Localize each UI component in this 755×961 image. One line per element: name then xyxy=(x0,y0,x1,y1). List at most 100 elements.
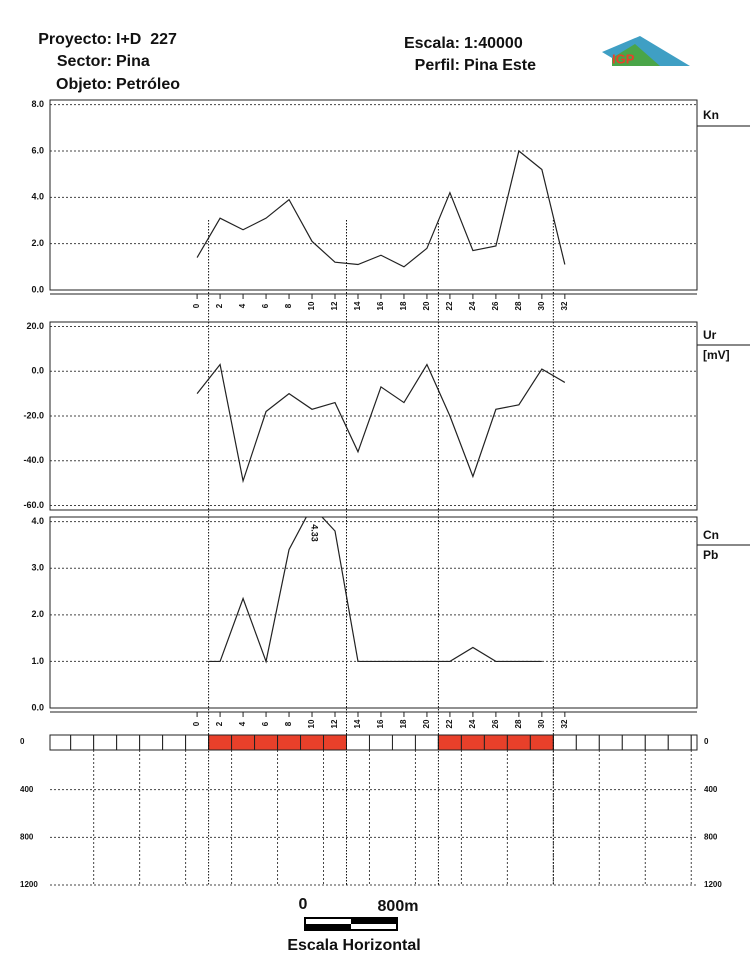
x-tick-label: 24 xyxy=(468,719,477,728)
plot-frame xyxy=(49,321,698,511)
x-tick-label: 16 xyxy=(376,301,385,310)
logo-text: IGP xyxy=(612,51,635,66)
label: Objeto: xyxy=(56,76,112,93)
x-tick-label: 6 xyxy=(261,303,270,308)
anomaly-cell xyxy=(529,734,554,751)
depth-label: 400 xyxy=(704,785,718,794)
y-tick-label: -40.0 xyxy=(23,455,44,465)
anomaly-cell xyxy=(483,734,508,751)
x-tick-label: 18 xyxy=(399,301,408,310)
label: Proyecto: xyxy=(38,31,112,48)
x-tick-label: 30 xyxy=(537,719,546,728)
strip-cell xyxy=(690,734,698,751)
strip-cell xyxy=(139,734,164,751)
value: 1:40000 xyxy=(464,35,523,52)
strip-cell xyxy=(185,734,210,751)
strip-cell xyxy=(575,734,600,751)
scale-end: 800m xyxy=(378,898,419,915)
strip-cell xyxy=(667,734,692,751)
series-label: Ur xyxy=(703,328,717,342)
y-tick-label: 2.0 xyxy=(31,609,44,619)
scale-start: 0 xyxy=(299,896,308,913)
strip-cell xyxy=(116,734,141,751)
strip-cell xyxy=(552,734,577,751)
x-tick-label: 10 xyxy=(307,719,316,728)
y-tick-label: 4.0 xyxy=(31,516,44,526)
x-tick-label: 26 xyxy=(491,719,500,728)
plot-frame xyxy=(49,99,698,291)
y-tick-label: -60.0 xyxy=(23,500,44,510)
series-label: Cn xyxy=(703,528,719,542)
y-tick-label: 2.0 xyxy=(31,238,44,248)
strip-cell xyxy=(345,734,370,751)
x-tick-label: 14 xyxy=(353,301,362,310)
y-tick-label: 0.0 xyxy=(31,366,44,376)
depth-label: 800 xyxy=(704,832,718,841)
anomaly-cell xyxy=(231,734,256,751)
depth-label: 0 xyxy=(704,737,709,746)
strip-cell xyxy=(414,734,439,751)
anomaly-cell xyxy=(506,734,531,751)
label: Sector: xyxy=(57,53,112,70)
x-tick-label: 28 xyxy=(514,301,523,310)
y-tick-label: 20.0 xyxy=(26,321,44,331)
label: Escala: xyxy=(404,35,460,52)
y-tick-label: 8.0 xyxy=(31,99,44,109)
x-tick-label: 26 xyxy=(491,301,500,310)
x-tick-label: 22 xyxy=(445,301,454,310)
depth-label: 400 xyxy=(20,785,34,794)
x-tick-label: 4 xyxy=(238,303,247,308)
y-tick-label: 6.0 xyxy=(31,145,44,155)
x-tick-label: 8 xyxy=(284,303,293,308)
anomaly-cell xyxy=(300,734,325,751)
x-tick-label: 32 xyxy=(560,301,569,310)
plot-frame xyxy=(49,516,698,709)
depth-label: 1200 xyxy=(704,880,722,889)
depth-label: 1200 xyxy=(20,880,38,889)
anomaly-cell xyxy=(437,734,462,751)
y-tick-label: -20.0 xyxy=(23,410,44,420)
data-line xyxy=(208,517,542,664)
y-tick-label: 0.0 xyxy=(31,702,44,712)
unit-label: [mV] xyxy=(703,348,730,362)
x-tick-label: 30 xyxy=(537,301,546,310)
logo: IGP xyxy=(602,36,690,66)
series-label: Kn xyxy=(703,108,719,122)
strip-cell xyxy=(391,734,416,751)
x-tick-label: 24 xyxy=(468,301,477,310)
y-tick-label: 1.0 xyxy=(31,656,44,666)
anomaly-cell xyxy=(277,734,302,751)
depth-label: 0 xyxy=(20,737,25,746)
x-tick-label: 0 xyxy=(192,721,201,726)
strip-cell xyxy=(49,734,72,751)
strip-cell xyxy=(93,734,118,751)
anomaly-cell xyxy=(460,734,485,751)
anomaly-cell xyxy=(323,734,347,751)
x-tick-label: 4 xyxy=(238,721,247,726)
value: Petróleo xyxy=(116,76,180,93)
strip-cell xyxy=(70,734,95,751)
x-tick-label: 6 xyxy=(261,721,270,726)
y-tick-label: 0.0 xyxy=(31,284,44,294)
x-tick-label: 2 xyxy=(215,721,224,726)
x-tick-label: 16 xyxy=(376,719,385,728)
value: I+D 227 xyxy=(116,31,177,48)
x-tick-label: 20 xyxy=(422,719,431,728)
data-line xyxy=(196,149,566,268)
unit-label: Pb xyxy=(703,548,718,562)
y-tick-label: 4.0 xyxy=(31,192,44,202)
x-tick-label: 22 xyxy=(445,719,454,728)
scale-title: Escala Horizontal xyxy=(287,937,420,954)
anomaly-cell xyxy=(254,734,279,751)
x-tick-label: 0 xyxy=(192,303,201,308)
annotation: 4.33 xyxy=(310,524,320,542)
x-tick-label: 2 xyxy=(215,303,224,308)
label: Perfil: xyxy=(415,57,460,74)
strip-cell xyxy=(598,734,623,751)
strip-cell xyxy=(368,734,393,751)
x-tick-label: 14 xyxy=(353,719,362,728)
scale-bar: 0 800m Escala Horizontal xyxy=(287,896,420,954)
x-tick-label: 28 xyxy=(514,719,523,728)
x-tick-label: 12 xyxy=(330,301,339,310)
